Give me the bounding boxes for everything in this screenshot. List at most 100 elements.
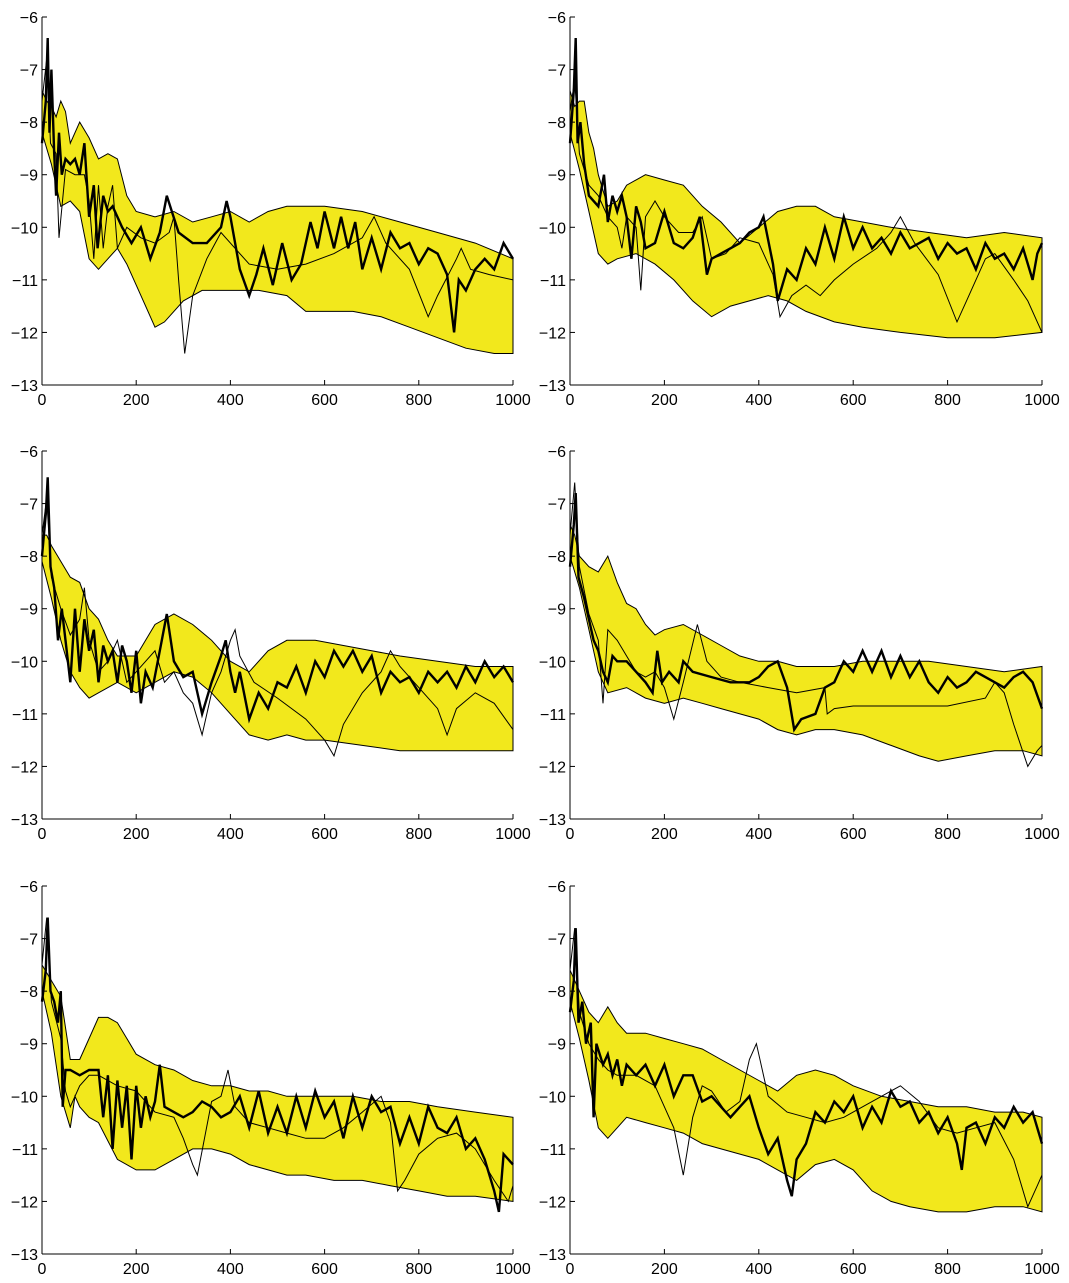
thick-series-line <box>568 928 1044 1197</box>
y-tick-label: −13 <box>11 812 38 829</box>
y-tick-label: −8 <box>548 549 566 566</box>
y-tick-label: −6 <box>20 444 38 461</box>
x-tick-label: 1000 <box>495 1261 531 1278</box>
x-tick-label: 800 <box>405 1261 432 1278</box>
thin-series-line <box>41 917 514 1203</box>
confidence-band <box>569 969 1043 1213</box>
y-tick-label: −6 <box>548 879 566 896</box>
y-tick-label: −11 <box>540 1142 566 1159</box>
x-tick-label: 800 <box>405 392 432 409</box>
y-tick-label: −13 <box>539 378 566 395</box>
x-tick-label: 400 <box>217 826 244 843</box>
x-tick-label: 1000 <box>495 392 531 409</box>
chart-panel-6: −6 −7 −8 −9 −10 −11 −12 −130 200 400 600 800 1000 <box>539 879 1060 1278</box>
x-tick-label: 0 <box>38 1261 47 1278</box>
x-tick-label: 200 <box>123 1261 150 1278</box>
chart-panel-3: −6 −7 −8 −9 −10 −11 −12 −130 200 400 600 800 1000 <box>11 444 531 843</box>
y-tick-label: −7 <box>548 63 566 80</box>
x-tick-label: 400 <box>745 392 772 409</box>
x-tick-label: 600 <box>840 1261 867 1278</box>
x-tick-label: 800 <box>405 826 432 843</box>
y-tick-label: −6 <box>20 10 38 27</box>
y-tick-label: −8 <box>20 549 38 566</box>
y-tick-label: −9 <box>20 1037 38 1054</box>
y-tick-label: −8 <box>20 984 38 1001</box>
y-tick-label: −9 <box>548 168 566 185</box>
y-tick-label: −12 <box>11 325 38 342</box>
x-tick-label: 800 <box>934 392 961 409</box>
y-tick-label: −8 <box>548 984 566 1001</box>
y-tick-label: −12 <box>11 759 38 776</box>
x-tick-label: 400 <box>745 1261 772 1278</box>
y-tick-label: −6 <box>548 10 566 27</box>
x-tick-label: 1000 <box>1024 392 1060 409</box>
y-tick-label: −11 <box>540 273 566 290</box>
x-tick-label: 800 <box>934 826 961 843</box>
y-tick-label: −12 <box>539 325 566 342</box>
y-tick-label: −7 <box>20 497 38 514</box>
x-tick-label: 200 <box>651 826 678 843</box>
x-tick-label: 200 <box>651 1261 678 1278</box>
x-tick-label: 600 <box>311 1261 338 1278</box>
x-tick-label: 800 <box>934 1261 961 1278</box>
y-tick-label: −7 <box>548 497 566 514</box>
y-tick-label: −13 <box>539 1247 566 1264</box>
y-tick-label: −6 <box>20 879 38 896</box>
x-tick-label: 200 <box>651 392 678 409</box>
y-tick-label: −11 <box>12 707 38 724</box>
thick-series-line <box>568 493 1044 733</box>
y-tick-label: −8 <box>548 115 566 132</box>
y-tick-label: −8 <box>20 115 38 132</box>
thin-series-line <box>569 482 1043 768</box>
y-tick-label: −12 <box>11 1194 38 1211</box>
chart-panel-1: −6 −7 −8 −9 −10 −11 −12 −130 200 400 600 800 1000 <box>11 10 531 409</box>
x-tick-label: 0 <box>566 826 575 843</box>
x-tick-label: 0 <box>566 1261 575 1278</box>
x-tick-label: 600 <box>840 392 867 409</box>
thin-series-line <box>41 498 514 758</box>
confidence-band <box>41 90 514 354</box>
y-tick-label: −9 <box>20 168 38 185</box>
y-tick-label: −7 <box>20 63 38 80</box>
thin-series-line <box>569 928 1043 1209</box>
confidence-band <box>41 534 514 752</box>
x-tick-label: 600 <box>311 392 338 409</box>
x-tick-label: 600 <box>840 826 867 843</box>
y-tick-label: −13 <box>11 378 38 395</box>
y-tick-label: −9 <box>548 602 566 619</box>
x-tick-label: 1000 <box>1024 1261 1060 1278</box>
y-tick-label: −10 <box>539 1089 566 1106</box>
thick-series-line <box>568 37 1044 302</box>
y-tick-label: −10 <box>11 654 38 671</box>
y-tick-label: −10 <box>539 654 566 671</box>
y-tick-label: −9 <box>548 1037 566 1054</box>
x-tick-label: 400 <box>217 1261 244 1278</box>
y-tick-label: −10 <box>539 220 566 237</box>
y-tick-label: −12 <box>539 759 566 776</box>
chart-panel-2: −6 −7 −8 −9 −10 −11 −12 −130 200 400 600 800 1000 <box>539 10 1060 409</box>
y-tick-label: −9 <box>20 602 38 619</box>
y-tick-label: −11 <box>540 707 566 724</box>
confidence-band <box>41 963 514 1202</box>
x-tick-label: 200 <box>123 826 150 843</box>
thin-series-line <box>569 80 1043 333</box>
y-tick-label: −13 <box>11 1247 38 1264</box>
thick-series-line <box>40 37 515 333</box>
x-tick-label: 0 <box>38 826 47 843</box>
x-tick-label: 200 <box>123 392 150 409</box>
y-tick-label: −12 <box>539 1194 566 1211</box>
y-tick-label: −13 <box>539 812 566 829</box>
chart-panel-5: −6 −7 −8 −9 −10 −11 −12 −130 200 400 600 800 1000 <box>11 879 531 1278</box>
x-tick-label: 400 <box>217 392 244 409</box>
y-tick-label: −6 <box>548 444 566 461</box>
x-tick-label: 600 <box>311 826 338 843</box>
x-tick-label: 400 <box>745 826 772 843</box>
x-tick-label: 0 <box>566 392 575 409</box>
x-tick-label: 1000 <box>495 826 531 843</box>
x-tick-label: 0 <box>38 392 47 409</box>
confidence-band <box>569 90 1043 339</box>
confidence-band <box>569 524 1043 762</box>
chart-panel-4: −6 −7 −8 −9 −10 −11 −12 −130 200 400 600 800 1000 <box>539 444 1060 843</box>
y-tick-label: −10 <box>11 220 38 237</box>
